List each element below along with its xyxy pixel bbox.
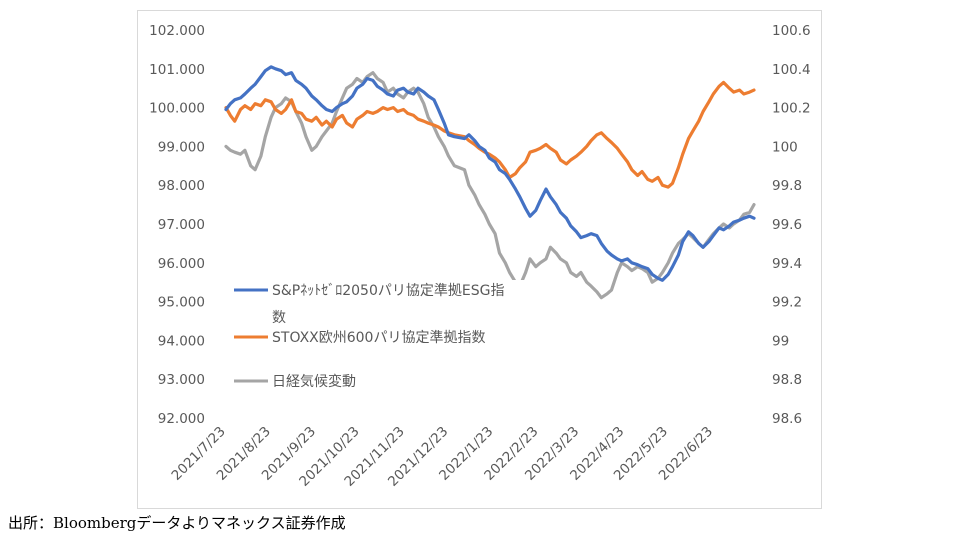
y-left-tick-label: 100.000	[149, 101, 205, 117]
y-left-tick-label: 95.000	[158, 295, 205, 311]
x-axis-ticks: 2021/7/232021/8/232021/9/232021/10/23202…	[169, 424, 717, 490]
y-right-tick-label: 99.6	[772, 217, 802, 233]
y-right-tick-label: 98.8	[772, 372, 802, 388]
series-line-stoxx-europe	[224, 80, 756, 189]
y-axis-right-ticks: 98.6 98.8 99 99.2 99.4 99.6 99.8 100 100.2 100.4 1…	[772, 23, 811, 427]
y-right-tick-label: 99.4	[772, 256, 802, 272]
series-line-sp-esg	[224, 65, 756, 282]
y-left-tick-label: 97.000	[158, 217, 205, 233]
source-note: 出所：Bloombergデータよりマネックス証券作成	[8, 514, 346, 532]
y-left-tick-label: 94.000	[158, 333, 205, 349]
y-left-tick-label: 101.000	[149, 62, 205, 78]
series-layer	[224, 65, 756, 300]
y-left-tick-label: 99.000	[158, 139, 205, 155]
y-left-tick-label: 98.000	[158, 178, 205, 194]
y-left-tick-label: 92.000	[158, 411, 205, 427]
y-left-tick-label: 102.000	[149, 23, 205, 39]
series-line-nikkei-climate	[224, 71, 756, 300]
y-right-tick-label: 100.4	[772, 62, 811, 78]
legend-label-stoxx: STOXX欧州600パリ協定準拠指数	[272, 330, 485, 346]
legend: S&Pﾈｯﾄｾﾞﾛ2050パリ協定準拠ESG指 STOXX欧州600パリ協定準拠…	[228, 280, 540, 394]
y-right-tick-label: 100.2	[772, 101, 811, 117]
y-right-tick-label: 99.2	[772, 295, 802, 311]
y-axis-left-ticks: 92.000 93.000 94.000 95.000 96.000 97.000 98.0…	[149, 23, 205, 427]
legend-label-sp-line2: 数	[272, 310, 286, 326]
y-right-tick-label: 100	[772, 139, 798, 155]
y-right-tick-label: 99.8	[772, 178, 802, 194]
legend-label-nikkei: 日経気候変動	[272, 373, 356, 390]
legend-label-sp-line1: S&Pﾈｯﾄｾﾞﾛ2050パリ協定準拠ESG指	[272, 283, 504, 299]
y-left-tick-label: 96.000	[158, 256, 205, 272]
y-right-tick-label: 100.6	[772, 23, 811, 39]
y-left-tick-label: 93.000	[158, 372, 205, 388]
y-right-tick-label: 99	[772, 333, 789, 349]
y-right-tick-label: 98.6	[772, 411, 802, 427]
chart-frame	[137, 10, 822, 509]
legend-background	[228, 280, 540, 394]
